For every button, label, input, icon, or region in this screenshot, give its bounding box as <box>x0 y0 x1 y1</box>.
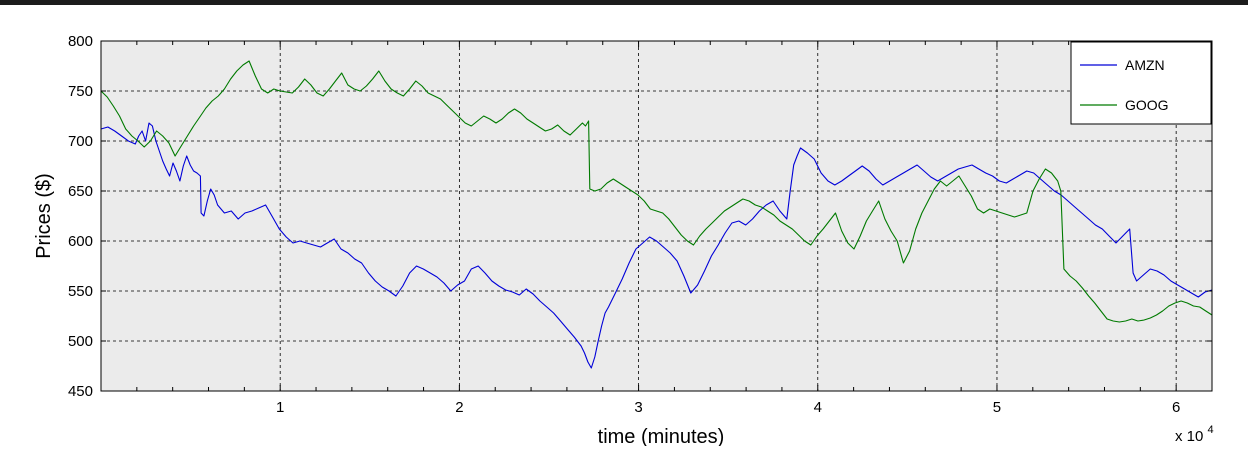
x-axis-label: time (minutes) <box>598 426 725 446</box>
legend-box <box>1070 41 1212 125</box>
y-tick-label: 700 <box>68 133 93 150</box>
legend-label-amzn: AMZN <box>1125 57 1165 73</box>
series-layer <box>100 60 1213 369</box>
y-tick-label: 600 <box>68 233 93 250</box>
axis-ticks: 450 500 550 600 650 700 750 800 1 2 3 4 5 6 <box>68 33 1213 416</box>
series-line-goog <box>100 60 1213 323</box>
x-tick-label: 4 <box>814 399 822 416</box>
x-tick-label: 1 <box>276 399 284 416</box>
grid-lines <box>101 41 1212 391</box>
top-border-bar <box>0 0 1248 5</box>
x-tick-label: 3 <box>634 399 642 416</box>
x-axis-multiplier-exponent: 4 <box>1208 424 1214 436</box>
y-axis-label: Prices ($) <box>33 173 55 259</box>
x-tick-label: 6 <box>1172 399 1180 416</box>
plot-frame <box>100 40 1213 392</box>
plot-area-background <box>101 41 1212 391</box>
series-line-amzn <box>100 122 1213 369</box>
y-tick-label: 750 <box>68 83 93 100</box>
y-tick-label: 650 <box>68 183 93 200</box>
y-tick-label: 450 <box>68 383 93 400</box>
legend: AMZN GOOG <box>1070 41 1212 125</box>
y-tick-label: 500 <box>68 333 93 350</box>
y-tick-label: 550 <box>68 283 93 300</box>
legend-label-goog: GOOG <box>1125 97 1169 113</box>
y-tick-label: 800 <box>68 33 93 50</box>
x-axis-multiplier-base: x 10 <box>1175 428 1203 445</box>
x-tick-label: 5 <box>993 399 1001 416</box>
x-tick-label: 2 <box>455 399 463 416</box>
x-axis-multiplier: x 10 4 <box>1175 424 1214 445</box>
